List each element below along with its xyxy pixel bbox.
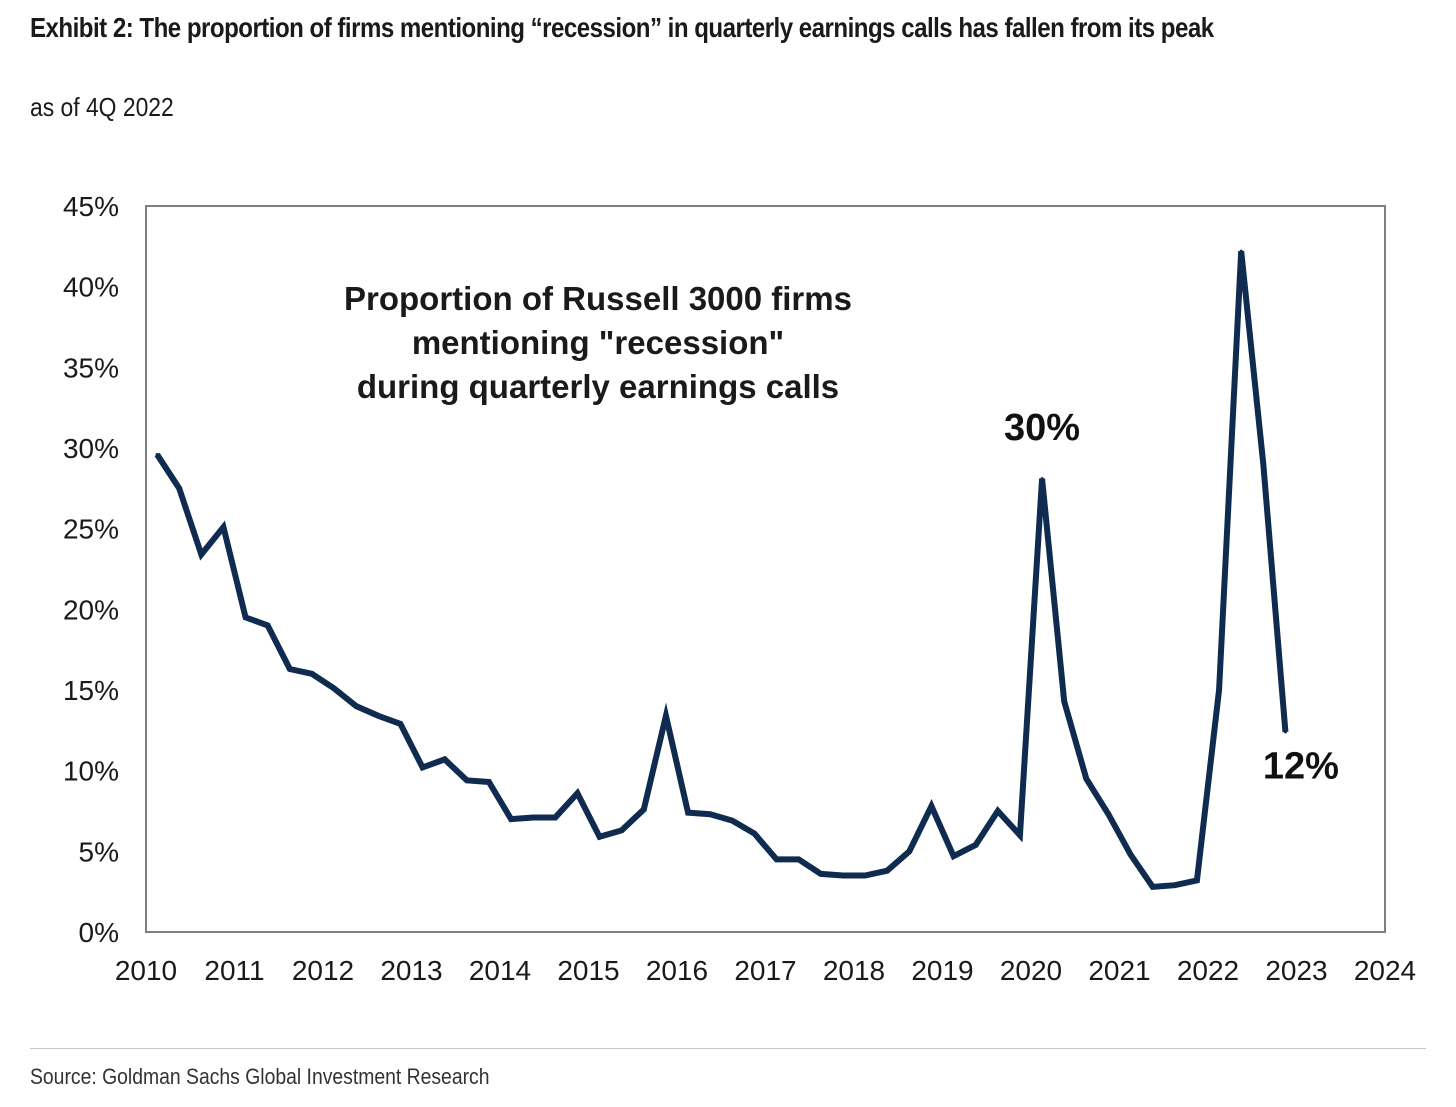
x-tick-label: 2021 xyxy=(1088,955,1150,986)
data-point xyxy=(1062,699,1066,703)
x-tick-label: 2022 xyxy=(1177,955,1239,986)
data-point xyxy=(598,835,602,839)
data-point xyxy=(1106,812,1110,816)
plot-area-frame xyxy=(145,205,1386,933)
data-point xyxy=(642,807,646,811)
x-tick-label: 2023 xyxy=(1265,955,1327,986)
y-tick-label: 15% xyxy=(63,675,119,706)
data-point xyxy=(620,828,624,832)
data-point xyxy=(996,809,1000,813)
data-point xyxy=(398,722,402,726)
x-tick-label: 2020 xyxy=(1000,955,1062,986)
data-point xyxy=(288,667,292,671)
y-tick-label: 10% xyxy=(63,756,119,787)
annotation-label: 12% xyxy=(1263,746,1339,788)
data-point xyxy=(775,857,779,861)
x-tick-label: 2019 xyxy=(911,955,973,986)
data-point xyxy=(1195,878,1199,882)
data-point xyxy=(974,843,978,847)
data-point xyxy=(1261,462,1265,466)
series-line xyxy=(154,250,1289,890)
data-point xyxy=(1151,885,1155,889)
data-point xyxy=(1283,730,1287,734)
data-point xyxy=(1129,853,1133,857)
x-tick-label: 2017 xyxy=(734,955,796,986)
x-tick-label: 2015 xyxy=(557,955,619,986)
chart-title-line: Proportion of Russell 3000 firms xyxy=(344,280,852,317)
data-point xyxy=(885,869,889,873)
data-point xyxy=(221,525,225,529)
chart-title-line: mentioning "recession" xyxy=(412,324,784,361)
data-point xyxy=(421,765,425,769)
x-tick-label: 2011 xyxy=(204,955,264,986)
x-tick-label: 2010 xyxy=(115,955,177,986)
data-point xyxy=(376,714,380,718)
y-tick-label: 25% xyxy=(63,514,119,545)
data-point xyxy=(929,804,933,808)
x-tick-label: 2012 xyxy=(292,955,354,986)
data-point xyxy=(730,819,734,823)
data-point xyxy=(531,815,535,819)
y-axis-tick-labels: 0% 5% 10% 15% 20% 25% 30% 35% 40% 45% xyxy=(63,191,119,948)
data-point xyxy=(664,714,668,718)
annotations: 30% 12% xyxy=(1004,407,1339,788)
data-point xyxy=(907,849,911,853)
data-point xyxy=(553,815,557,819)
data-point xyxy=(465,778,469,782)
source-note: Source: Goldman Sachs Global Investment … xyxy=(30,1064,490,1089)
exhibit-title: Exhibit 2: The proportion of firms menti… xyxy=(30,12,1214,43)
y-tick-label: 45% xyxy=(63,191,119,222)
chart-title-line: during quarterly earnings calls xyxy=(357,368,839,405)
x-axis-tick-labels: 2010 2011 2012 2013 2014 2015 2016 2017 2018 2019… xyxy=(115,955,1416,986)
data-point xyxy=(155,452,159,456)
data-point xyxy=(952,854,956,858)
data-point xyxy=(708,812,712,816)
data-point xyxy=(266,623,270,627)
data-point xyxy=(1173,883,1177,887)
data-point xyxy=(443,757,447,761)
y-tick-label: 5% xyxy=(79,836,119,867)
series-layer xyxy=(154,249,1289,890)
y-tick-label: 20% xyxy=(63,594,119,625)
data-point xyxy=(310,672,314,676)
data-point xyxy=(1239,249,1243,253)
exhibit-subtitle: as of 4Q 2022 xyxy=(30,92,174,122)
data-point xyxy=(1018,833,1022,837)
y-tick-label: 35% xyxy=(63,352,119,383)
data-point xyxy=(487,780,491,784)
data-point xyxy=(177,486,181,490)
data-point xyxy=(354,704,358,708)
data-point xyxy=(863,874,867,878)
chart-title: Proportion of Russell 3000 firms mentioni… xyxy=(344,280,852,405)
data-point xyxy=(819,872,823,876)
y-tick-label: 30% xyxy=(63,433,119,464)
annotation-label: 30% xyxy=(1004,407,1080,449)
x-tick-label: 2024 xyxy=(1354,955,1416,986)
data-point xyxy=(509,817,513,821)
x-tick-label: 2016 xyxy=(646,955,708,986)
x-tick-label: 2014 xyxy=(469,955,531,986)
y-tick-label: 0% xyxy=(79,917,119,948)
data-point xyxy=(575,791,579,795)
data-point xyxy=(752,832,756,836)
data-point xyxy=(244,615,248,619)
data-point xyxy=(797,857,801,861)
data-point xyxy=(1040,477,1044,481)
data-point xyxy=(1217,688,1221,692)
data-point xyxy=(332,686,336,690)
data-point xyxy=(841,874,845,878)
data-point xyxy=(199,552,203,556)
y-tick-label: 40% xyxy=(63,272,119,303)
source-divider xyxy=(30,1048,1426,1049)
data-point xyxy=(686,811,690,815)
x-tick-label: 2013 xyxy=(380,955,442,986)
x-tick-label: 2018 xyxy=(823,955,885,986)
data-point xyxy=(1084,777,1088,781)
